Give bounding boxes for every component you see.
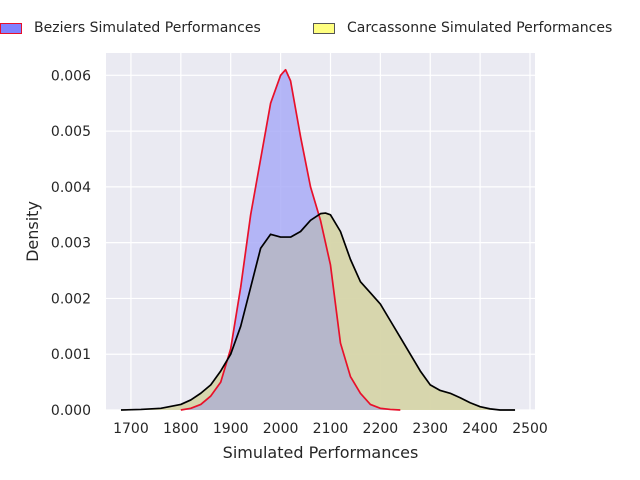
x-axis-label: Simulated Performances [223, 443, 419, 462]
x-tick-label: 2000 [263, 421, 299, 437]
y-tick-label: 0.005 [51, 124, 91, 140]
y-tick-label: 0.006 [51, 68, 91, 84]
x-tick-label: 2400 [462, 421, 498, 437]
series-fill-0 [180, 69, 401, 410]
y-tick-label: 0.002 [51, 291, 91, 307]
series-line-0 [180, 68, 401, 411]
y-tick-label: 0.001 [51, 347, 91, 363]
y-tick-label: 0.000 [51, 403, 91, 419]
legend-entry-carcassonne: Carcassonne Simulated Performances [313, 20, 612, 36]
y-tick-label: 0.003 [51, 236, 91, 252]
legend-label-carcassonne: Carcassonne Simulated Performances [347, 20, 613, 36]
legend-label-beziers: Beziers Simulated Performances [34, 20, 261, 36]
y-tick-label: 0.004 [51, 180, 91, 196]
legend: Beziers Simulated Performances Carcasson… [0, 20, 640, 42]
series-layer [120, 68, 516, 411]
x-tick-label: 2200 [363, 421, 399, 437]
x-tick-label: 2300 [412, 421, 448, 437]
x-tick-label: 1700 [113, 421, 149, 437]
x-tick-label: 2500 [512, 421, 548, 437]
legend-swatch-beziers [0, 22, 22, 34]
legend-entry-beziers: Beziers Simulated Performances [0, 20, 261, 36]
legend-swatch-carcassonne [313, 22, 335, 34]
series-overlap-tint [120, 213, 516, 410]
x-tick-label: 1800 [163, 421, 199, 437]
y-axis-label: Density [23, 201, 42, 262]
x-tick-label: 1900 [213, 421, 249, 437]
tick-labels: 1700 1800 1900 2000 2100 2200 2300 2400 2500 0.00… [51, 68, 548, 437]
x-tick-label: 2100 [313, 421, 349, 437]
series-line-1 [120, 212, 516, 411]
